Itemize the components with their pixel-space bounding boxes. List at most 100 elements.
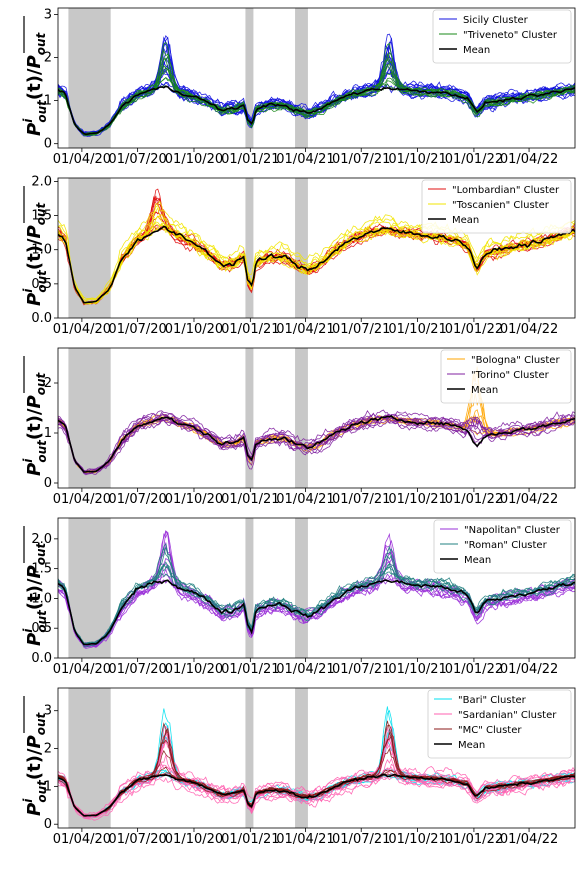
x-tick-label: 01/01/22 [445, 492, 503, 507]
x-tick-label: 01/10/21 [388, 832, 446, 847]
y-tick-label: 3 [44, 7, 52, 22]
x-tick-label: 01/10/21 [388, 662, 446, 677]
y-axis-label: Piout(t)/Pout [21, 526, 49, 646]
legend-label: "Napolitan" Cluster [464, 525, 561, 536]
panel-3: 01201/04/2001/07/2001/10/2001/01/2101/04… [21, 347, 576, 507]
series-line [58, 409, 575, 473]
y-tick-label: 1.0 [31, 243, 52, 258]
y-tick-label: 2 [44, 51, 52, 66]
series-line [58, 772, 575, 817]
x-tick-label: 01/04/22 [500, 662, 558, 677]
series-line [58, 409, 575, 473]
x-tick-label: 01/07/20 [108, 152, 166, 167]
legend-label: "Lombardian" Cluster [452, 185, 560, 196]
x-tick-label: 01/07/21 [332, 152, 390, 167]
svg-text:Piout(t)/Pout: Piout(t)/Pout [21, 712, 49, 816]
y-tick-label: 1 [44, 779, 52, 794]
y-tick-label: 1 [44, 426, 52, 441]
y-tick-label: 2 [44, 742, 52, 757]
y-tick-label: 0 [44, 476, 52, 491]
mean-line [58, 85, 575, 136]
x-tick-label: 01/07/20 [108, 492, 166, 507]
x-tick-label: 01/04/20 [53, 492, 111, 507]
x-tick-label: 01/10/20 [165, 832, 223, 847]
legend-label: Mean [463, 45, 490, 56]
y-tick-label: 2.0 [31, 174, 52, 189]
x-tick-label: 01/01/22 [445, 832, 503, 847]
panel-5: 012301/04/2001/07/2001/10/2001/01/2101/0… [21, 687, 576, 847]
series-line [58, 763, 575, 816]
legend-label: "Bologna" Cluster [471, 355, 560, 366]
mean-line [58, 414, 575, 473]
series-line [58, 416, 575, 475]
x-tick-label: 01/01/21 [221, 492, 279, 507]
y-tick-label: 0.0 [31, 311, 52, 326]
panel-4: 0.00.51.01.52.001/04/2001/07/2001/10/200… [21, 517, 576, 677]
series-line [58, 568, 575, 647]
panel-1: 012301/04/2001/07/2001/10/2001/01/2101/0… [21, 7, 576, 167]
x-tick-label: 01/10/21 [388, 152, 446, 167]
shaded-period [295, 688, 308, 828]
axes-frame [57, 687, 576, 829]
mean-line [58, 773, 575, 817]
axes-frame [57, 7, 576, 149]
x-tick-label: 01/04/21 [276, 662, 334, 677]
series-line [58, 215, 575, 301]
x-tick-label: 01/01/21 [221, 322, 279, 337]
x-tick-label: 01/04/22 [500, 322, 558, 337]
mean-line [58, 225, 575, 304]
y-tick-label: 0.5 [31, 621, 52, 636]
x-tick-label: 01/01/22 [445, 152, 503, 167]
x-tick-label: 01/01/22 [445, 662, 503, 677]
x-tick-label: 01/10/21 [388, 492, 446, 507]
x-tick-label: 01/07/20 [108, 322, 166, 337]
shaded-period [245, 8, 254, 148]
shaded-period [295, 178, 308, 318]
x-tick-label: 01/04/22 [500, 492, 558, 507]
x-tick-label: 01/04/22 [500, 152, 558, 167]
series-line [58, 221, 575, 304]
series-line [58, 739, 575, 815]
x-tick-label: 01/07/21 [332, 832, 390, 847]
legend: "Napolitan" Cluster "Roman" Cluster Mean [433, 519, 572, 574]
shaded-period [68, 178, 111, 318]
x-tick-label: 01/07/20 [108, 662, 166, 677]
x-tick-label: 01/04/21 [276, 832, 334, 847]
y-tick-label: 0.0 [31, 651, 52, 666]
x-tick-label: 01/10/20 [165, 662, 223, 677]
x-tick-label: 01/01/22 [445, 322, 503, 337]
x-tick-label: 01/07/21 [332, 662, 390, 677]
legend-label: "Toscanien" Cluster [452, 200, 550, 211]
legend-label: "Sardanian" Cluster [458, 710, 557, 721]
shaded-period [295, 518, 308, 658]
shaded-period [245, 178, 254, 318]
x-tick-label: 01/04/20 [53, 832, 111, 847]
shaded-period [245, 518, 254, 658]
legend-label: "Triveneto" Cluster [463, 30, 558, 41]
svg-text:Piout(t)/Pout: Piout(t)/Pout [21, 32, 49, 136]
shaded-period [245, 688, 254, 828]
y-tick-label: 2.0 [31, 532, 52, 547]
x-tick-label: 01/10/20 [165, 322, 223, 337]
series-line [58, 204, 575, 300]
legend-label: Sicily Cluster [463, 15, 529, 26]
axes-frame [57, 177, 576, 319]
legend-label: "Torino" Cluster [471, 370, 550, 381]
series-line [58, 412, 575, 472]
axes-frame [57, 347, 576, 489]
x-tick-label: 01/04/21 [276, 152, 334, 167]
x-tick-label: 01/04/22 [500, 832, 558, 847]
series-line [58, 67, 575, 136]
x-tick-label: 01/07/20 [108, 832, 166, 847]
x-tick-label: 01/04/21 [276, 322, 334, 337]
legend: "Lombardian" Cluster "Toscanien" Cluster M… [421, 179, 572, 234]
x-tick-label: 01/10/21 [388, 322, 446, 337]
y-tick-label: 1.0 [31, 591, 52, 606]
y-axis-label: Piout(t)/Pout [21, 356, 49, 476]
legend-label: Mean [471, 385, 498, 396]
y-tick-label: 3 [44, 704, 52, 719]
shaded-period [245, 348, 254, 488]
x-tick-label: 01/07/21 [332, 492, 390, 507]
mean-line [58, 579, 575, 646]
